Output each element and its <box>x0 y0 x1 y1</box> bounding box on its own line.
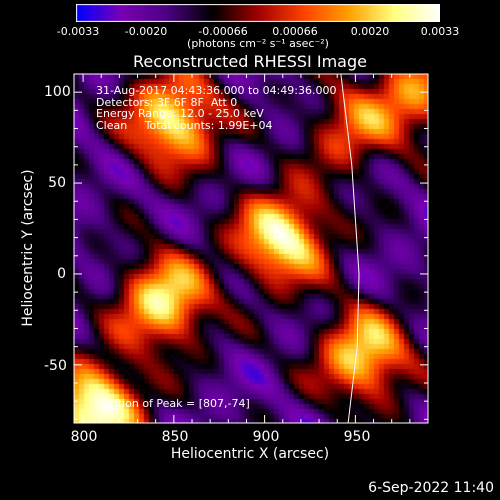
annotation-line-time: 31-Aug-2017 04:43:36.000 to 04:49:36.000 <box>96 84 337 97</box>
solar-limb-line <box>340 73 360 424</box>
colorbar-tick-label: -0.00066 <box>198 25 248 38</box>
x-tick-label: 800 <box>70 429 98 445</box>
y-tick-label: 100 <box>44 84 71 100</box>
colorbar <box>76 4 440 22</box>
peak-position-label: Position of Peak = [807,-74] <box>96 397 250 410</box>
annotation-line-counts: Clean Total counts: 1.99E+04 <box>96 119 273 133</box>
x-axis-label: Heliocentric X (arcsec) <box>170 446 330 462</box>
y-tick-label: -50 <box>44 358 67 374</box>
chart-title: Reconstructed RHESSI Image <box>133 52 367 71</box>
plot-frame <box>73 73 429 424</box>
colorbar-tick-label: -0.0033 <box>56 25 100 38</box>
x-tick-label: 950 <box>343 429 371 445</box>
y-axis-label: Heliocentric Y (arcsec) <box>20 169 36 327</box>
heatmap-image <box>74 74 428 423</box>
colorbar-tick-label: -0.0020 <box>124 25 168 38</box>
observation-annotation: 31-Aug-2017 04:43:36.000 to 04:49:36.000… <box>96 85 337 132</box>
plot-date-stamp: 6-Sep-2022 11:40 <box>368 480 494 496</box>
colorbar-unit-label: (photons cm⁻² s⁻¹ asec⁻²) <box>187 37 329 50</box>
colorbar-tick-label: 0.00066 <box>272 25 318 38</box>
y-tick-label: 0 <box>57 266 66 282</box>
y-tick-label: 50 <box>48 175 66 191</box>
annotation-line-detectors: Detectors: 3F 6F 8F Att 0 <box>96 95 238 109</box>
colorbar-tick-label: 0.0020 <box>350 25 390 38</box>
colorbar-tick-label: 0.0033 <box>420 25 460 38</box>
x-tick-label: 900 <box>252 429 280 445</box>
x-tick-label: 850 <box>161 429 189 445</box>
annotation-line-energy: Energy Range: 12.0 - 25.0 keV <box>96 107 264 121</box>
